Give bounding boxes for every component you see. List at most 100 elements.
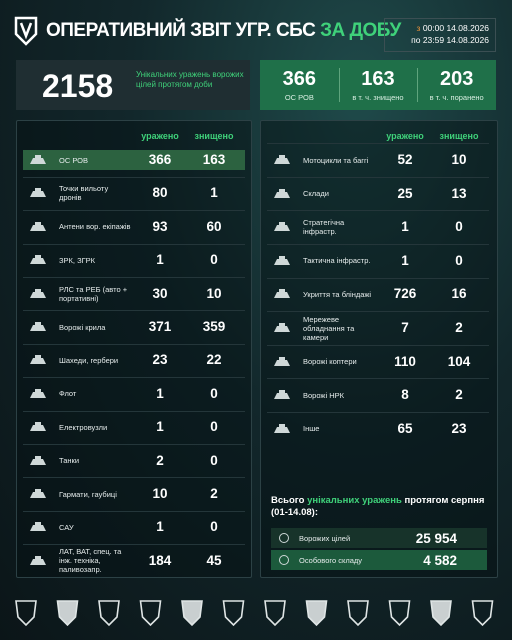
row-icon <box>30 388 46 398</box>
row-icon <box>30 522 46 532</box>
row-label: Стратегічна інфрастр. <box>303 218 345 237</box>
monthly-value: 4 582 <box>423 553 457 568</box>
total-box: 2158 Унікальних уражень ворожих цілей пр… <box>16 60 250 110</box>
hit-count: 1 <box>401 252 409 268</box>
divider <box>338 68 340 102</box>
row-icon <box>30 455 46 465</box>
destroyed-count: 163 <box>202 152 226 167</box>
hit-count: 371 <box>148 319 172 334</box>
personnel-label: в т. ч. знищено <box>352 93 404 102</box>
monthly-title: Всього унікальних уражень протягом серпн… <box>271 495 486 519</box>
hit-count: 25 <box>397 185 413 201</box>
from: 00:00 14.08.2026 <box>422 23 489 33</box>
row-separator <box>23 243 245 245</box>
row-icon <box>30 288 46 298</box>
unit-logo <box>222 600 245 627</box>
row-label: РЛС та РЕБ (авто + портативні) <box>59 284 128 303</box>
personnel-value: 203 <box>439 68 474 90</box>
hit-count: 8 <box>401 387 409 403</box>
row-separator <box>23 410 245 412</box>
row-label: Антени вор. екіпажів <box>59 222 131 232</box>
title-accent: ЗА ДОБУ <box>320 20 401 41</box>
hit-count: 726 <box>393 286 417 302</box>
hit-count: 10 <box>152 486 168 501</box>
row-separator <box>267 311 489 313</box>
hit-count: 80 <box>152 185 168 201</box>
period: з 00:00 14.08.2026 по 23:59 14.08.2026 <box>384 18 496 52</box>
hit-count: 110 <box>394 353 416 369</box>
row-label: ЗРК, ЗГРК <box>59 255 96 265</box>
total-label: Унікальних уражень ворожих цілей протяго… <box>136 70 244 89</box>
destroyed-count: 0 <box>210 519 218 535</box>
right-panel: уражено знищено Мотоцикли та баггі 52 10 Скла… <box>260 120 498 578</box>
hit-count: 2 <box>156 452 164 468</box>
row-separator <box>23 477 245 479</box>
row-separator <box>267 244 489 245</box>
row-label: Мотоцикли та баггі <box>303 155 369 165</box>
monthly-label: Особового складу <box>299 556 362 565</box>
row-separator <box>267 143 489 145</box>
row-label: Флот <box>59 389 77 399</box>
destroyed-count: 2 <box>455 320 463 335</box>
row-separator <box>267 344 489 346</box>
row-label: ОС РОВ <box>59 155 89 165</box>
row-separator <box>23 176 245 178</box>
hit-count: 65 <box>397 420 413 436</box>
destroyed-count: 0 <box>455 252 463 268</box>
hit-count: 1 <box>156 385 164 401</box>
destroyed-count: 0 <box>210 252 218 268</box>
col-header: знищено <box>439 131 479 141</box>
row-icon <box>274 289 290 299</box>
title-main: ОПЕРАТИВНИЙ ЗВІТ УГР. СБС <box>46 20 316 41</box>
row-icon <box>274 222 290 232</box>
col-header: знищено <box>194 131 234 141</box>
destroyed-count: 0 <box>210 419 218 435</box>
row-separator <box>23 443 245 445</box>
monthly-icon <box>279 555 289 565</box>
row-label: Танки <box>59 456 80 466</box>
hit-count: 52 <box>397 152 413 167</box>
hit-count: 1 <box>156 519 164 535</box>
unit-logo <box>388 600 411 627</box>
personnel-value: 163 <box>361 68 395 90</box>
col-header: уражено <box>141 131 179 141</box>
unit-logo <box>264 600 286 627</box>
row-icon <box>274 390 290 400</box>
row-separator <box>23 377 245 379</box>
row-label: Гармати, гаубиці <box>59 489 117 499</box>
row-separator <box>23 544 245 546</box>
row-icon <box>30 255 46 265</box>
destroyed-count: 104 <box>447 353 471 369</box>
personnel-label: ОС РОВ <box>284 93 314 102</box>
row-separator <box>23 310 245 312</box>
row-icon <box>30 155 46 164</box>
monthly-row: Ворожих цілей 25 954 <box>271 528 487 548</box>
destroyed-count: 45 <box>206 552 222 568</box>
row-label: Укриття та бліндажі <box>303 289 372 299</box>
row-label: Точки вильоту дронів <box>59 184 109 203</box>
monthly-title-part: унікальних уражень <box>307 495 402 506</box>
left-panel: уражено знищено ОС РОВ 366 163 Точки вильоту … <box>16 120 252 578</box>
row-label: Шахеди, гербери <box>59 355 119 365</box>
row-separator <box>267 210 489 212</box>
row-icon <box>274 188 290 198</box>
destroyed-count: 1 <box>210 185 218 201</box>
unit-logo <box>56 600 79 627</box>
row-separator <box>267 176 489 178</box>
row-icon <box>30 355 46 365</box>
destroyed-count: 16 <box>451 286 467 302</box>
destroyed-count: 0 <box>210 385 218 401</box>
destroyed-count: 23 <box>451 420 467 436</box>
row-separator <box>23 276 245 278</box>
personnel-box: 366 ОС РОВ 163 в т. ч. знищено 203 в т. ч. по… <box>260 60 496 110</box>
unit-logo <box>471 600 494 627</box>
destroyed-count: 60 <box>206 218 222 234</box>
hit-count: 1 <box>156 419 164 435</box>
unit-logo <box>181 600 203 627</box>
unit-logo <box>430 600 452 627</box>
row-icon <box>30 221 46 231</box>
row-label: Мережеве обладнання та камери <box>303 314 355 342</box>
unit-logo <box>15 600 37 627</box>
monthly-label: Ворожих цілей <box>299 534 351 543</box>
